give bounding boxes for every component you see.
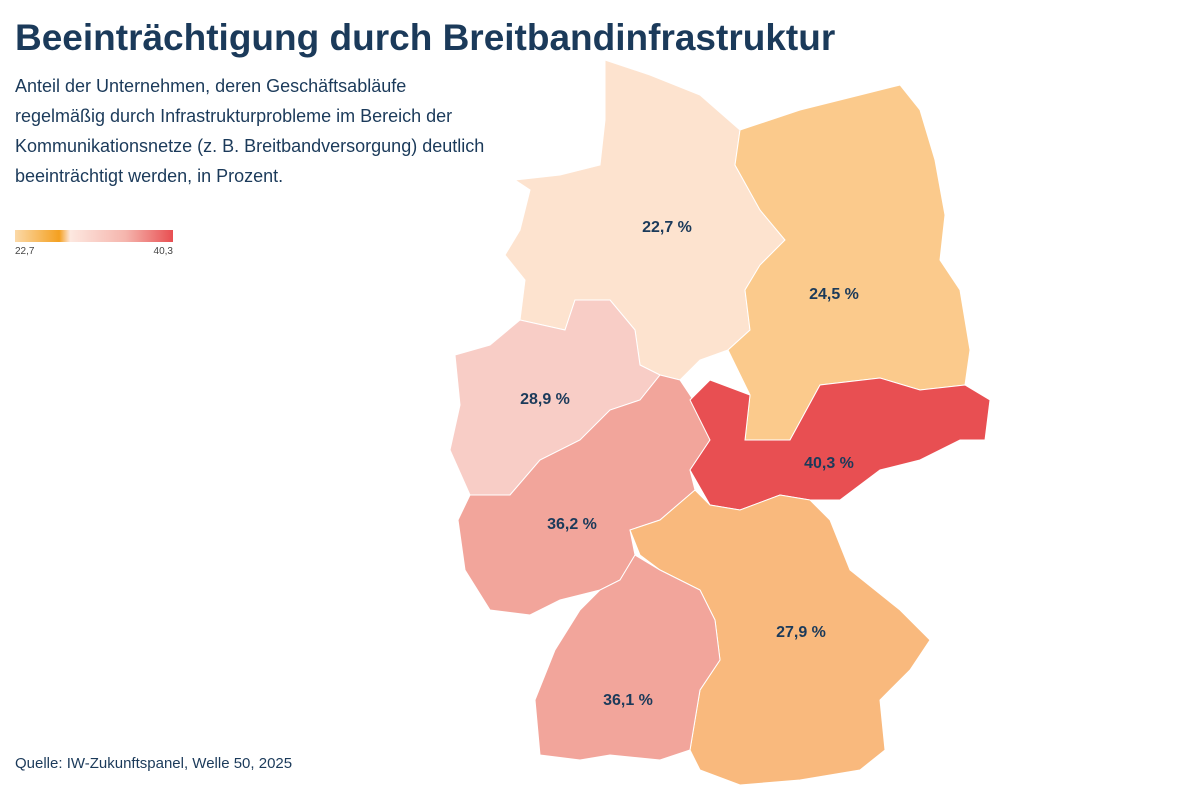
subtitle-line: regelmäßig durch Infrastrukturprobleme i… xyxy=(15,106,452,126)
legend-max: 40,3 xyxy=(154,246,174,257)
region-label: 28,9 % xyxy=(520,391,570,408)
legend-scale xyxy=(15,230,173,242)
region-label: 22,7 % xyxy=(642,219,692,236)
region-label: 36,2 % xyxy=(547,516,597,533)
subtitle: Anteil der Unternehmen, deren Geschäftsa… xyxy=(15,76,484,186)
region-label: 27,9 % xyxy=(776,624,826,641)
legend-min: 22,7 xyxy=(15,246,35,257)
regions: 22,7 % 24,5 % 28,9 % 36,2 % 40,3 % 27,9 % 36,1… xyxy=(449,59,991,786)
source: Quelle: IW-Zukunftspanel, Welle 50, 2025 xyxy=(15,755,292,772)
region-label: 24,5 % xyxy=(809,286,859,303)
region xyxy=(534,554,721,761)
subtitle-line: Anteil der Unternehmen, deren Geschäftsa… xyxy=(15,76,406,96)
subtitle-line: beeinträchtigt werden, in Prozent. xyxy=(15,166,283,186)
region-label: 36,1 % xyxy=(603,692,653,709)
region xyxy=(689,377,991,511)
subtitle-line: Kommunikationsnetze (z. B. Breitbandvers… xyxy=(15,136,484,156)
region-label: 40,3 % xyxy=(804,455,854,472)
title: Beeinträchtigung durch Breitbandinfrastr… xyxy=(15,17,835,58)
